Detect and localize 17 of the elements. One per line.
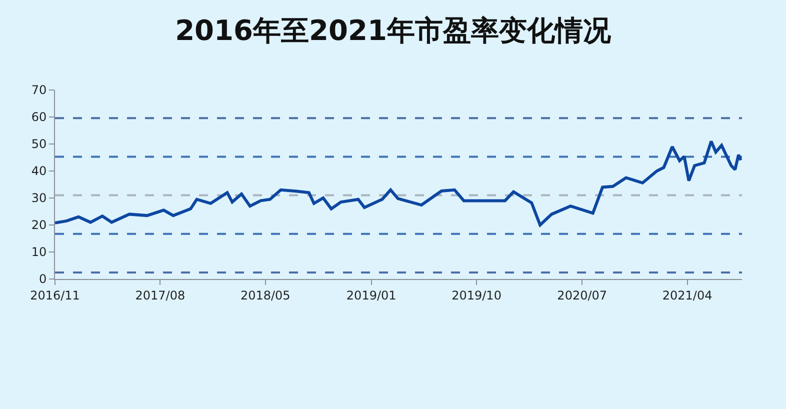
- x-tick-label: 2020/07: [557, 288, 608, 302]
- x-tick-label: 2019/10: [452, 288, 502, 302]
- chart-title: 2016年至2021年市盈率变化情况: [175, 14, 612, 48]
- x-tick-label: 2018/05: [240, 288, 290, 302]
- y-tick-label: 40: [31, 164, 47, 178]
- x-tick-label: 2019/01: [346, 288, 396, 302]
- y-tick-label: 0: [38, 272, 47, 286]
- y-tick-label: 30: [31, 191, 47, 206]
- x-tick-label: 2021/04: [662, 288, 712, 302]
- y-tick-label: 50: [31, 137, 47, 152]
- x-tick-label: 2016/11: [30, 288, 80, 302]
- x-tick-label: 2017/08: [135, 288, 186, 302]
- y-tick-label: 20: [31, 218, 47, 232]
- line-series: [55, 140, 742, 226]
- y-tick-label: 10: [31, 245, 47, 260]
- y-tick-label: 70: [31, 83, 47, 98]
- y-tick-label: 60: [31, 110, 47, 124]
